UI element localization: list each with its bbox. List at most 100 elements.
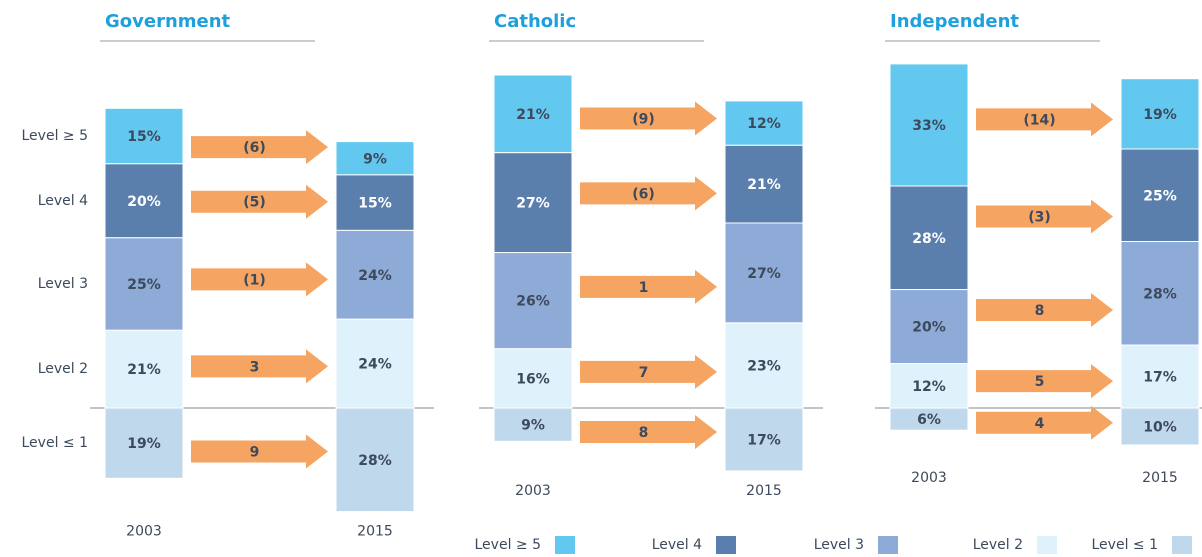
change-label: 8	[639, 425, 649, 441]
value-label: 9%	[363, 151, 387, 167]
bar-segment	[493, 74, 573, 154]
legend-swatch	[716, 536, 736, 554]
change-label: 8	[1035, 303, 1045, 319]
value-label: 15%	[127, 129, 161, 145]
change-arrow	[580, 269, 717, 304]
change-arrow	[580, 101, 717, 136]
value-label: 20%	[127, 194, 161, 210]
value-label: 27%	[747, 266, 781, 282]
value-label: 15%	[358, 196, 392, 212]
value-label: 24%	[358, 357, 392, 373]
bar-segment	[724, 144, 804, 224]
level-label: Level 2	[38, 361, 88, 377]
level-label: Level ≤ 1	[22, 435, 89, 451]
change-arrow	[580, 176, 717, 211]
bar-segment	[1120, 344, 1200, 409]
change-label: 4	[1035, 416, 1045, 432]
change-arrow	[976, 292, 1113, 327]
value-label: 24%	[358, 268, 392, 284]
panel-title: Government	[105, 11, 231, 32]
bar-segment	[724, 100, 804, 146]
change-label: 1	[639, 280, 649, 296]
change-label: (6)	[243, 140, 266, 156]
x-tick-label: 2003	[911, 470, 947, 486]
change-label: (6)	[632, 186, 655, 202]
value-label: 17%	[1143, 370, 1177, 386]
value-label: 28%	[1143, 286, 1177, 302]
value-label: 25%	[1143, 188, 1177, 204]
bar-segment	[1120, 241, 1200, 346]
bar-segment	[493, 252, 573, 350]
bar-segment	[889, 289, 969, 365]
legend-label: Level ≤ 1	[1092, 537, 1159, 553]
value-label: 23%	[747, 358, 781, 374]
level-label: Level ≥ 5	[22, 128, 89, 144]
legend-swatch	[1172, 536, 1192, 554]
value-label: 19%	[1143, 107, 1177, 123]
bar-segment	[1120, 407, 1200, 446]
bar-segment	[493, 407, 573, 442]
bar-segment	[104, 407, 184, 479]
legend-swatch	[555, 536, 575, 554]
change-label: (9)	[632, 111, 655, 127]
x-tick-label: 2003	[515, 483, 551, 499]
change-arrow	[580, 354, 717, 389]
value-label: 9%	[521, 418, 545, 434]
value-label: 19%	[127, 436, 161, 452]
legend-swatch	[878, 536, 898, 554]
value-label: 26%	[516, 294, 550, 310]
change-arrow	[976, 405, 1113, 440]
value-label: 16%	[516, 371, 550, 387]
bar-segment	[724, 322, 804, 409]
bar-segment	[335, 229, 415, 320]
value-label: 10%	[1143, 420, 1177, 436]
change-arrow	[191, 434, 328, 469]
value-label: 12%	[747, 116, 781, 132]
bar-segment	[335, 174, 415, 231]
bar-segment	[1120, 148, 1200, 242]
value-label: 21%	[747, 177, 781, 193]
change-label: (3)	[1028, 210, 1051, 226]
change-label: 9	[250, 444, 260, 460]
bar-segment	[889, 185, 969, 291]
bar-segment	[493, 348, 573, 409]
change-label: (1)	[243, 272, 266, 288]
value-label: 6%	[917, 412, 941, 428]
x-tick-label: 2003	[126, 524, 162, 540]
change-label: (5)	[243, 195, 266, 211]
level-label: Level 3	[38, 276, 88, 292]
bar-segment	[104, 163, 184, 239]
value-label: 17%	[747, 432, 781, 448]
change-arrow	[976, 102, 1113, 137]
change-arrow	[191, 130, 328, 165]
bar-segment	[724, 407, 804, 472]
x-tick-label: 2015	[746, 483, 782, 499]
change-label: 5	[1035, 374, 1045, 390]
change-label: 7	[639, 365, 649, 381]
change-label: (14)	[1023, 112, 1055, 128]
value-label: 28%	[358, 453, 392, 469]
legend-swatch	[1037, 536, 1057, 554]
value-label: 28%	[912, 231, 946, 247]
level-label: Level 4	[38, 193, 88, 209]
change-arrow	[976, 364, 1113, 399]
panel-title: Independent	[890, 11, 1019, 32]
panel-title: Catholic	[494, 11, 576, 32]
bar-segment	[104, 329, 184, 409]
value-label: 33%	[912, 118, 946, 134]
x-tick-label: 2015	[357, 524, 393, 540]
x-tick-label: 2015	[1142, 470, 1178, 486]
bar-segment	[889, 407, 969, 431]
legend-label: Level 2	[973, 537, 1023, 553]
bar-segment	[335, 318, 415, 409]
value-label: 21%	[516, 107, 550, 123]
legend-label: Level 4	[652, 537, 702, 553]
value-label: 25%	[127, 277, 161, 293]
change-arrow	[191, 349, 328, 384]
bar-segment	[724, 222, 804, 324]
change-arrow	[976, 199, 1113, 234]
legend-label: Level 3	[814, 537, 864, 553]
value-label: 12%	[912, 379, 946, 395]
legend-label: Level ≥ 5	[475, 537, 542, 553]
